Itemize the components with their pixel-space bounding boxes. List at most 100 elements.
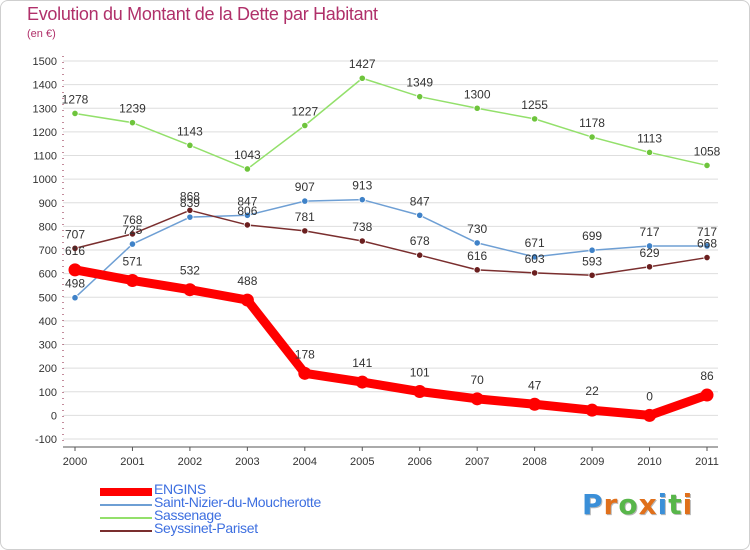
- data-label: 488: [237, 274, 257, 288]
- data-point: [128, 230, 137, 238]
- data-point: [240, 293, 254, 307]
- data-label: 868: [180, 189, 200, 203]
- data-point: [358, 196, 366, 204]
- x-tick-label: 2006: [407, 456, 431, 468]
- x-tick-label: 2004: [293, 456, 317, 468]
- y-tick-label: 700: [39, 245, 57, 257]
- data-label: 0: [646, 389, 653, 403]
- legend-label: ENGINS: [154, 481, 206, 497]
- y-tick-label: 1100: [33, 151, 57, 163]
- data-point: [473, 239, 481, 247]
- x-tick-label: 2010: [637, 456, 661, 468]
- data-label: 671: [525, 236, 545, 250]
- data-label: 839: [180, 196, 200, 210]
- y-tick-label: 400: [39, 316, 57, 328]
- data-point: [416, 211, 424, 219]
- data-point: [528, 397, 542, 411]
- data-label: 1143: [177, 124, 203, 138]
- data-point: [68, 263, 82, 277]
- grid: [63, 60, 718, 440]
- data-point: [531, 115, 539, 123]
- data-point: [473, 104, 481, 112]
- y-tick-label: 1400: [33, 80, 57, 92]
- data-point: [588, 271, 596, 279]
- legend-label: Sassenage: [154, 507, 222, 523]
- y-tick-label: -100: [35, 434, 57, 446]
- data-point: [301, 227, 309, 235]
- series-line-engins: [70, 265, 712, 420]
- y-tick-label: 0: [51, 410, 57, 422]
- series-layer: [68, 74, 714, 422]
- data-point: [416, 251, 424, 259]
- x-tick-label: 2001: [120, 456, 144, 468]
- data-point: [298, 366, 312, 380]
- data-label: 593: [582, 254, 602, 268]
- data-point: [416, 93, 424, 101]
- data-label: 86: [700, 369, 714, 383]
- legend-swatch: [100, 488, 152, 496]
- data-label: 616: [467, 249, 487, 263]
- data-point: [703, 161, 711, 170]
- data-label: 101: [410, 366, 430, 380]
- data-label: 1300: [464, 87, 491, 101]
- data-point: [186, 206, 194, 214]
- data-label: 678: [410, 234, 430, 248]
- legend-swatch: [100, 504, 152, 506]
- data-point: [473, 266, 481, 274]
- data-point: [71, 294, 79, 302]
- data-label: 1227: [291, 104, 318, 118]
- data-label: 1239: [119, 102, 146, 116]
- data-label: 717: [640, 225, 660, 239]
- data-label: 725: [122, 223, 142, 237]
- data-point: [355, 375, 369, 389]
- data-point: [301, 121, 309, 130]
- data-point: [128, 119, 137, 127]
- data-label: 738: [352, 220, 372, 234]
- data-point: [585, 403, 599, 417]
- series-line-sassenage: [74, 77, 708, 170]
- data-label: 717: [697, 225, 717, 239]
- data-label: 498: [65, 277, 85, 291]
- data-label: 781: [295, 210, 315, 224]
- data-point: [413, 385, 427, 399]
- data-point: [358, 237, 366, 245]
- x-tick-label: 2000: [63, 456, 87, 468]
- data-point: [243, 221, 251, 229]
- y-tick-label: 1500: [33, 56, 57, 68]
- data-label: 907: [295, 180, 315, 194]
- data-label: 1113: [637, 131, 662, 145]
- data-point: [186, 141, 194, 149]
- data-label: 616: [65, 244, 85, 258]
- data-label: 1349: [406, 76, 433, 90]
- data-label: 22: [585, 384, 599, 398]
- y-tick-label: 900: [39, 198, 57, 210]
- data-label: 847: [410, 194, 430, 208]
- data-label: 1178: [579, 116, 605, 130]
- data-label: 70: [471, 373, 485, 387]
- legend-swatch: [100, 517, 152, 519]
- data-point: [645, 263, 654, 271]
- y-tick-label: 1200: [33, 127, 57, 139]
- y-tick-label: 600: [39, 269, 57, 281]
- data-point: [531, 269, 539, 277]
- data-label: 603: [525, 252, 545, 266]
- y-tick-label: 300: [39, 340, 57, 352]
- x-tick-label: 2007: [465, 456, 489, 468]
- x-tick-label: 2011: [695, 456, 719, 468]
- data-point: [531, 253, 539, 261]
- data-label: 847: [237, 194, 257, 208]
- data-label: 913: [352, 179, 372, 193]
- data-point: [243, 165, 251, 173]
- chart-subtitle: (en €): [27, 28, 56, 40]
- data-point: [700, 388, 714, 402]
- data-point: [643, 408, 657, 422]
- x-tick-label: 2003: [235, 456, 259, 468]
- data-point: [183, 283, 197, 297]
- x-tick-label: 2005: [350, 456, 374, 468]
- data-point: [645, 148, 654, 157]
- y-tick-label: 800: [39, 221, 57, 233]
- data-point: [645, 242, 654, 250]
- data-point: [588, 133, 596, 141]
- data-label: 532: [180, 264, 200, 278]
- data-label: 1255: [521, 98, 548, 112]
